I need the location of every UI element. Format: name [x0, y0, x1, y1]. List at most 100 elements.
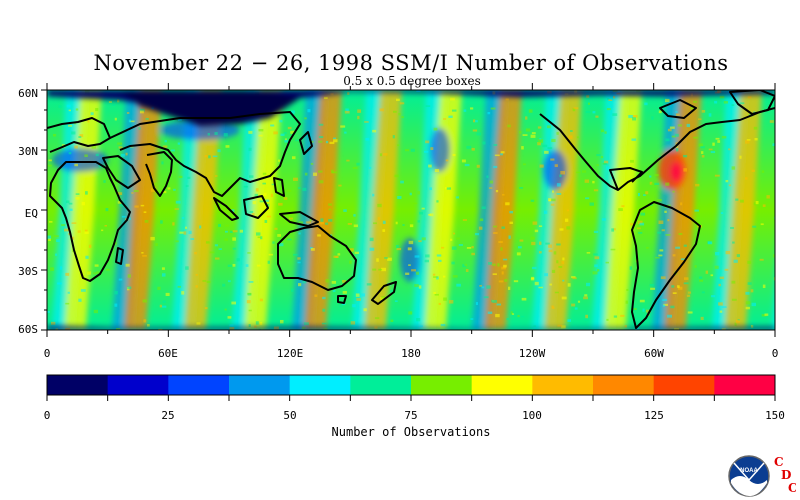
speckle: [415, 271, 419, 275]
speckle: [64, 228, 69, 232]
speckle: [556, 192, 562, 195]
speckle: [249, 210, 254, 214]
speckle: [562, 257, 565, 261]
speckle: [754, 137, 758, 141]
speckle: [161, 161, 164, 165]
speckle: [500, 153, 503, 156]
colorbar-segment: [411, 375, 473, 395]
speckle: [248, 281, 254, 283]
speckle: [554, 164, 558, 167]
speckle: [68, 124, 72, 127]
speckle: [637, 220, 643, 225]
speckle: [349, 260, 352, 264]
speckle: [247, 252, 251, 254]
speckle: [298, 232, 301, 235]
speckle: [698, 143, 703, 147]
speckle: [429, 213, 434, 217]
speckle: [566, 209, 569, 212]
speckle: [188, 230, 192, 235]
speckle: [558, 266, 563, 268]
speckle: [121, 215, 126, 218]
speckle: [78, 136, 82, 138]
speckle: [582, 170, 587, 173]
speckle: [595, 115, 599, 118]
speckle: [525, 116, 528, 120]
colorbar-segment: [168, 375, 230, 395]
speckle: [81, 201, 86, 206]
speckle: [207, 132, 210, 136]
speckle: [654, 182, 660, 186]
speckle: [718, 302, 723, 306]
speckle: [409, 224, 414, 228]
colorbar-title: Number of Observations: [331, 425, 491, 439]
speckle: [733, 259, 738, 263]
swath-band-low: [772, 278, 775, 330]
speckle: [672, 190, 675, 193]
speckle: [503, 258, 508, 261]
speckle: [161, 305, 167, 308]
speckle: [481, 206, 486, 210]
speckle: [639, 299, 645, 303]
speckle: [752, 225, 757, 228]
speckle: [537, 126, 542, 129]
speckle: [232, 247, 237, 250]
speckle: [310, 162, 314, 165]
speckle: [150, 188, 156, 192]
speckle: [53, 235, 59, 238]
speckle: [128, 119, 132, 123]
south-america-outline: [631, 201, 701, 329]
speckle: [68, 152, 72, 155]
speckle: [731, 104, 735, 106]
swath-band-high: [664, 90, 702, 330]
speckle: [127, 217, 131, 220]
lon-label-0-right: 0: [771, 347, 779, 360]
speckle: [538, 286, 543, 289]
hudson-bay-outline: [659, 99, 697, 119]
speckle: [721, 306, 727, 308]
speckle: [675, 246, 681, 249]
speckle: [486, 175, 489, 178]
speckle: [174, 208, 180, 210]
noaa-bird-icon: [733, 462, 765, 482]
speckle: [501, 271, 504, 275]
speckle: [325, 222, 329, 225]
speckle: [667, 128, 672, 132]
speckle: [424, 259, 429, 263]
speckle: [479, 284, 482, 287]
speckle: [567, 283, 571, 287]
speckle: [129, 120, 135, 123]
speckle: [318, 180, 324, 184]
speckle: [214, 244, 218, 247]
speckle: [264, 199, 270, 202]
speckle: [104, 225, 107, 227]
speckle: [408, 220, 413, 224]
speckle: [651, 183, 655, 185]
speckle: [432, 273, 436, 276]
speckle: [583, 296, 588, 300]
speckle: [492, 273, 497, 276]
speckle: [356, 162, 360, 166]
speckle: [721, 135, 727, 139]
speckle: [603, 162, 608, 165]
speckle: [542, 144, 548, 148]
speckle: [227, 316, 232, 319]
speckle: [133, 189, 139, 193]
speckle: [414, 284, 419, 287]
speckle: [592, 111, 596, 114]
speckle: [505, 98, 509, 101]
speckle: [304, 117, 307, 120]
speckle: [572, 277, 577, 280]
speckle: [408, 311, 413, 315]
speckle: [500, 247, 503, 251]
speckle: [395, 244, 399, 249]
speckle: [686, 123, 691, 128]
speckle: [501, 226, 506, 229]
speckle: [343, 209, 347, 212]
speckle: [665, 234, 671, 236]
speckle: [59, 266, 63, 270]
speckle: [428, 164, 432, 168]
speckle: [331, 280, 337, 284]
speckle: [710, 151, 716, 154]
speckle: [642, 308, 645, 312]
speckle: [643, 194, 646, 196]
